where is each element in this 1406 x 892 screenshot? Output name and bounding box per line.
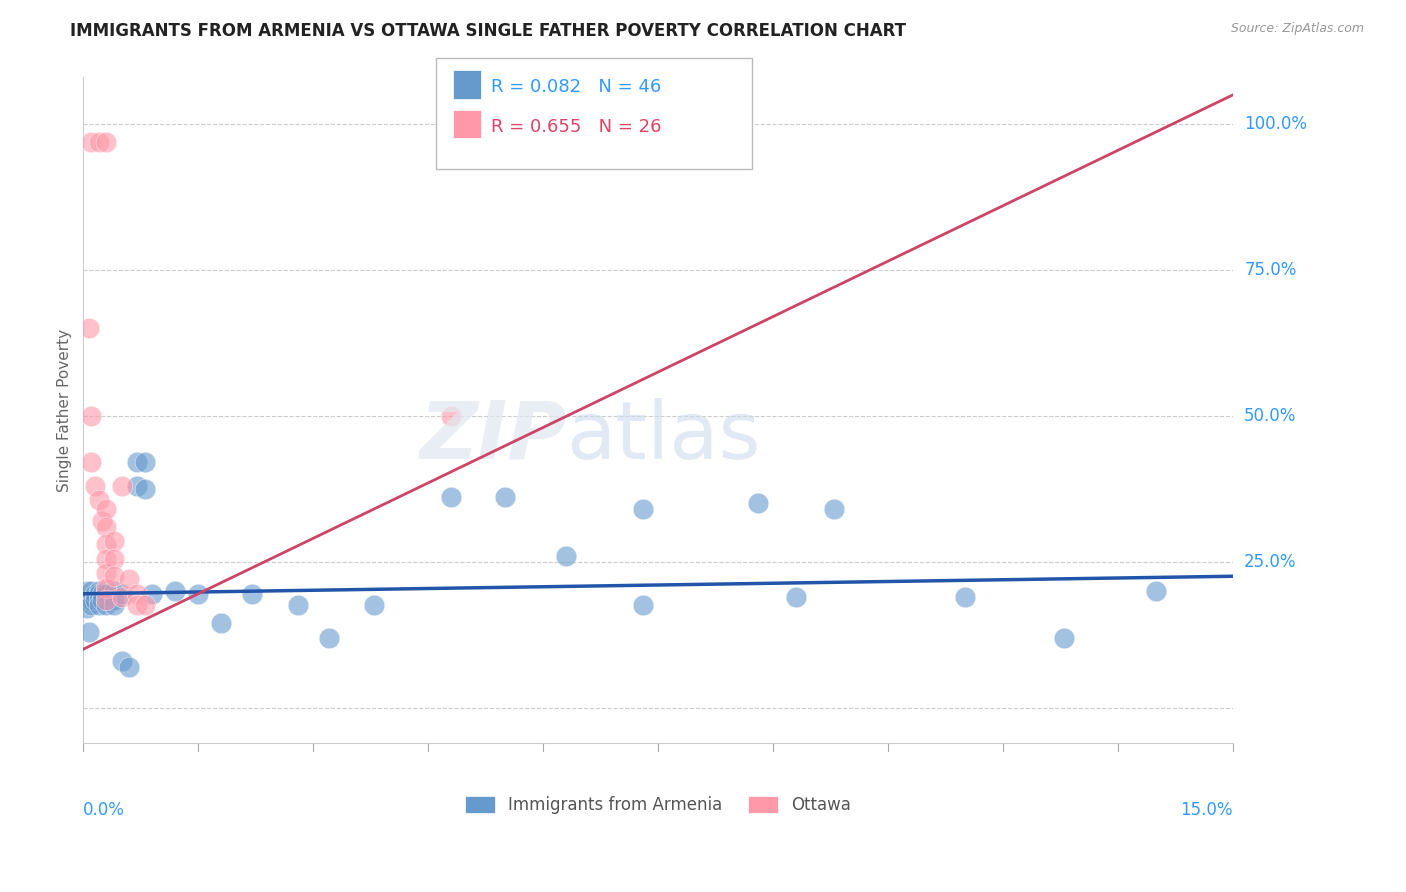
Point [318, 631, 340, 645]
Point [103, 583, 125, 598]
Point [103, 599, 125, 613]
Point [110, 654, 132, 668]
Point [87, 592, 110, 607]
Point [103, 534, 125, 549]
Point [110, 587, 132, 601]
Point [80, 409, 103, 423]
Text: IMMIGRANTS FROM ARMENIA VS OTTAWA SINGLE FATHER POVERTY CORRELATION CHART: IMMIGRANTS FROM ARMENIA VS OTTAWA SINGLE… [70, 22, 907, 40]
Point [96, 587, 118, 601]
Point [631, 599, 654, 613]
Point [96, 502, 118, 516]
Point [96, 592, 118, 607]
Point [91, 514, 114, 528]
Point [87, 587, 110, 601]
Point [118, 572, 141, 586]
Point [631, 502, 654, 516]
Text: 0.0%: 0.0% [83, 801, 125, 819]
Point [83, 592, 105, 607]
Point [823, 502, 845, 516]
Point [83, 479, 105, 493]
Point [87, 583, 110, 598]
Point [91, 592, 114, 607]
Text: ZIP: ZIP [419, 398, 567, 475]
Point [363, 599, 385, 613]
Text: 50.0%: 50.0% [1244, 407, 1296, 425]
Point [125, 587, 148, 601]
Point [96, 537, 118, 551]
Point [91, 587, 114, 601]
Text: 15.0%: 15.0% [1180, 801, 1233, 819]
Point [240, 587, 263, 601]
Text: 100.0%: 100.0% [1244, 115, 1308, 133]
Y-axis label: Single Father Poverty: Single Father Poverty [58, 328, 72, 491]
Point [79, 321, 101, 335]
Point [209, 615, 232, 630]
Point [440, 409, 463, 423]
Point [83, 587, 105, 601]
Point [785, 590, 807, 604]
Point [103, 592, 125, 607]
Point [96, 583, 118, 598]
Point [110, 479, 132, 493]
Point [118, 659, 141, 673]
Point [76, 583, 98, 598]
Text: 75.0%: 75.0% [1244, 261, 1296, 279]
Point [96, 519, 118, 533]
Text: 25.0%: 25.0% [1244, 553, 1296, 571]
Point [96, 599, 118, 613]
Point [80, 455, 103, 469]
Point [76, 601, 98, 615]
Point [87, 493, 110, 508]
Text: R = 0.655   N = 26: R = 0.655 N = 26 [491, 118, 661, 136]
Point [110, 590, 132, 604]
Point [87, 135, 110, 149]
Point [103, 569, 125, 583]
Point [953, 590, 976, 604]
Point [125, 599, 148, 613]
Point [187, 587, 209, 601]
Point [80, 599, 103, 613]
Point [494, 491, 516, 505]
Point [287, 599, 309, 613]
Point [141, 587, 163, 601]
Text: Source: ZipAtlas.com: Source: ZipAtlas.com [1230, 22, 1364, 36]
Point [134, 599, 156, 613]
Point [96, 581, 118, 595]
Point [134, 455, 156, 469]
Point [80, 583, 103, 598]
Point [1053, 631, 1076, 645]
Point [555, 549, 578, 563]
Point [96, 566, 118, 581]
Point [79, 624, 101, 639]
Text: atlas: atlas [567, 398, 761, 475]
Legend: Immigrants from Armenia, Ottawa: Immigrants from Armenia, Ottawa [458, 789, 858, 821]
Point [80, 592, 103, 607]
Point [440, 491, 463, 505]
Point [165, 583, 187, 598]
Point [80, 135, 103, 149]
Point [103, 551, 125, 566]
Point [96, 551, 118, 566]
Point [134, 482, 156, 496]
Point [747, 496, 769, 510]
Point [125, 455, 148, 469]
Point [96, 135, 118, 149]
Point [87, 599, 110, 613]
Point [1144, 583, 1167, 598]
Point [125, 479, 148, 493]
Text: R = 0.082   N = 46: R = 0.082 N = 46 [491, 78, 661, 96]
